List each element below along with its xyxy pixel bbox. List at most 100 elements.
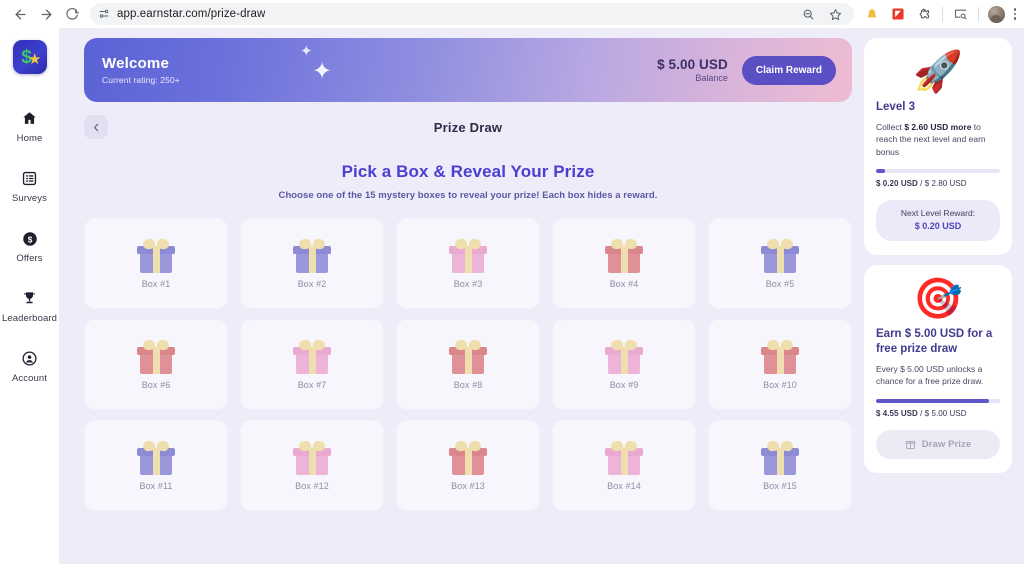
mystery-box-card[interactable]: Box #9: [552, 319, 696, 410]
main-content: ✦ ✦ Welcome Current rating: 250+ $ 5.00 …: [60, 28, 864, 564]
mystery-box-label: Box #10: [763, 379, 797, 390]
sparkle-icon: ✦: [300, 43, 313, 60]
gift-icon: [605, 237, 643, 273]
draw-prize-button[interactable]: Draw Prize: [876, 429, 1000, 459]
mystery-box-card[interactable]: Box #7: [240, 319, 384, 410]
mystery-box-card[interactable]: Box #15: [708, 420, 852, 511]
next-level-reward-pill[interactable]: Next Level Reward: $ 0.20 USD: [876, 200, 1000, 241]
red-flag-extension-icon[interactable]: [890, 6, 907, 23]
mystery-box-label: Box #13: [451, 480, 485, 491]
dartboard-icon: 🎯: [913, 276, 963, 321]
page-header: Prize Draw: [84, 114, 852, 140]
banner-text: Welcome Current rating: 250+: [102, 55, 180, 85]
gift-icon: [293, 439, 331, 475]
toolbar-divider: [941, 6, 943, 22]
sidebar-item-account[interactable]: Account: [0, 340, 60, 393]
mystery-box-label: Box #12: [295, 480, 329, 491]
mystery-box-card[interactable]: Box #8: [396, 319, 540, 410]
level-progress-bar: [876, 169, 1000, 174]
kebab-menu-icon[interactable]: [1013, 8, 1016, 20]
address-bar[interactable]: app.earnstar.com/prize-draw: [90, 3, 854, 25]
chevron-left-icon: [93, 123, 98, 131]
reward-line-1: Next Level Reward:: [900, 208, 976, 219]
prize-draw-title: Earn $ 5.00 USD for a free prize draw: [876, 327, 993, 355]
mystery-box-card[interactable]: Box #2: [240, 218, 384, 309]
back-button[interactable]: [8, 2, 32, 26]
gift-icon: [449, 237, 487, 273]
level-card: 🚀 Level 3 Collect $ 2.60 USD more to rea…: [864, 38, 1012, 255]
list-icon: [21, 169, 38, 188]
avatar[interactable]: [987, 5, 1005, 23]
level-desc-pre: Collect: [876, 122, 905, 133]
forward-button[interactable]: [34, 2, 58, 26]
reload-button[interactable]: [60, 2, 84, 26]
screen-search-icon[interactable]: [952, 6, 969, 23]
gift-icon: [605, 439, 643, 475]
prize-draw-progress-meta: $ 4.55 USD / $ 5.00 USD: [876, 409, 1000, 418]
mystery-box-card[interactable]: Box #5: [708, 218, 852, 309]
gift-icon: [137, 439, 175, 475]
mystery-box-label: Box #15: [763, 480, 797, 491]
gift-icon: [449, 439, 487, 475]
sidebar-item-offers[interactable]: $ Offers: [0, 220, 60, 273]
mystery-box-label: Box #7: [297, 379, 327, 390]
level-progress-sep: /: [917, 179, 925, 189]
sparkle-icon: ✦: [312, 58, 333, 85]
mystery-box-card[interactable]: Box #13: [396, 420, 540, 511]
mystery-box-card[interactable]: Box #10: [708, 319, 852, 410]
gift-icon: [905, 439, 916, 450]
extension-icons: [862, 5, 1016, 23]
star-glyph: ★: [28, 51, 42, 68]
dollar-coin-icon: $: [21, 229, 39, 248]
bookmark-star-icon[interactable]: [827, 6, 844, 23]
mystery-box-grid: Box #1 Box #2 Box #3 Box #4 Box #5 Box #6 Box …: [84, 218, 852, 511]
gift-icon: [761, 338, 799, 374]
mystery-box-label: Box #6: [141, 379, 171, 390]
claim-reward-button[interactable]: Claim Reward: [741, 55, 836, 85]
level-desc-bold: $ 2.60 USD more: [904, 122, 972, 133]
gift-icon: [449, 338, 487, 374]
mystery-box-card[interactable]: Box #3: [396, 218, 540, 309]
level-title: Level 3: [876, 101, 915, 113]
reward-line-2: $ 0.20 USD: [914, 221, 962, 231]
draw-prize-label: Draw Prize: [921, 438, 972, 450]
sidebar-item-label: Leaderboard: [2, 313, 57, 324]
banner-title: Welcome: [102, 55, 169, 72]
mystery-box-card[interactable]: Box #1: [84, 218, 228, 309]
prize-draw-description: Every $ 5.00 USD unlocks a chance for a …: [876, 363, 984, 387]
mystery-box-label: Box #5: [765, 278, 795, 289]
page-back-button[interactable]: [84, 115, 108, 139]
mystery-box-label: Box #8: [453, 379, 483, 390]
banner-actions: $ 5.00 USD Balance Claim Reward: [657, 55, 836, 85]
mystery-box-card[interactable]: Box #6: [84, 319, 228, 410]
puzzle-piece-icon[interactable]: [916, 6, 933, 23]
zoom-search-icon[interactable]: [800, 6, 817, 23]
mystery-box-card[interactable]: Box #12: [240, 420, 384, 511]
balance-amount: $ 5.00 USD: [657, 57, 728, 72]
app-root: $ ★ Home Surveys $ Offers Leaderboa: [0, 28, 1024, 564]
svg-text:$: $: [27, 235, 32, 244]
right-sidebar: 🚀 Level 3 Collect $ 2.60 USD more to rea…: [864, 28, 1024, 564]
url-text: app.earnstar.com/prize-draw: [117, 8, 266, 20]
mystery-box-card[interactable]: Box #11: [84, 420, 228, 511]
gift-icon: [605, 338, 643, 374]
bell-extension-icon[interactable]: [864, 6, 881, 23]
sidebar-item-leaderboard[interactable]: Leaderboard: [0, 280, 60, 333]
earnstar-logo[interactable]: $ ★: [12, 40, 47, 74]
section-heading: Pick a Box & Reveal Your Prize: [341, 162, 595, 181]
left-sidebar: $ ★ Home Surveys $ Offers Leaderboa: [0, 28, 60, 564]
sidebar-item-label: Offers: [16, 253, 43, 264]
sidebar-item-home[interactable]: Home: [0, 100, 60, 153]
sidebar-item-surveys[interactable]: Surveys: [0, 160, 60, 213]
gift-icon: [137, 338, 175, 374]
balance-block: $ 5.00 USD Balance: [657, 57, 728, 83]
rocket-icon: 🚀: [913, 50, 963, 94]
mystery-box-label: Box #11: [139, 480, 173, 491]
welcome-banner: ✦ ✦ Welcome Current rating: 250+ $ 5.00 …: [84, 38, 852, 102]
gift-icon: [293, 237, 331, 273]
mystery-box-card[interactable]: Box #4: [552, 218, 696, 309]
mystery-box-label: Box #9: [609, 379, 639, 390]
mystery-box-card[interactable]: Box #14: [552, 420, 696, 511]
page-settings-icon[interactable]: [98, 8, 110, 20]
trophy-icon: [21, 289, 38, 308]
